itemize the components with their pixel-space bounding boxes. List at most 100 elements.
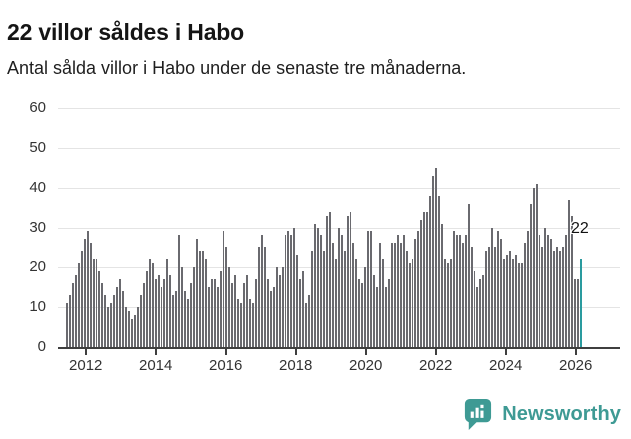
bar (559, 251, 562, 347)
bar (296, 255, 299, 347)
bar (503, 259, 506, 347)
bar (77, 263, 80, 347)
bar (95, 259, 98, 347)
bar (541, 247, 544, 347)
bar (429, 195, 432, 347)
bar (257, 247, 260, 347)
bar (387, 279, 390, 347)
bar (467, 203, 470, 347)
bar (399, 243, 402, 347)
newsworthy-logo[interactable]: Newsworthy (462, 397, 621, 431)
bar (328, 211, 331, 347)
bar (396, 235, 399, 347)
bar (157, 275, 160, 347)
bar (275, 267, 278, 347)
bar (272, 287, 275, 347)
bar (184, 291, 187, 347)
bar (573, 279, 576, 347)
x-axis-tick (224, 349, 227, 355)
bar (331, 243, 334, 347)
bar (163, 279, 166, 347)
bar (379, 243, 381, 347)
bar (373, 275, 376, 347)
bar (473, 271, 476, 347)
x-axis-label: 2024 (489, 357, 523, 374)
bar (420, 219, 423, 347)
bar (142, 283, 145, 347)
bar (476, 287, 479, 347)
bar (346, 215, 349, 347)
bar (175, 291, 178, 347)
bar (529, 203, 532, 347)
bar (370, 231, 373, 347)
bar (364, 267, 367, 347)
bar (565, 235, 568, 347)
bar (136, 307, 139, 347)
bar (130, 319, 133, 347)
x-axis-label: 2012 (69, 357, 103, 374)
bar (263, 247, 266, 347)
bar (74, 275, 77, 347)
bar (237, 299, 240, 347)
bar (281, 267, 284, 347)
bar (92, 259, 95, 347)
y-axis-label: 0 (37, 338, 46, 355)
bar (500, 239, 503, 347)
bar (402, 235, 405, 347)
bar (178, 235, 181, 347)
bar (86, 231, 89, 347)
x-axis-label: 2016 (209, 357, 243, 374)
bar (151, 263, 154, 347)
bar (535, 183, 538, 347)
bar (488, 247, 491, 347)
bar (358, 279, 361, 347)
bar (452, 231, 455, 347)
x-axis-tick (364, 349, 367, 355)
bar (411, 259, 414, 347)
bar (367, 231, 370, 347)
bar (417, 231, 420, 347)
bar (485, 251, 488, 347)
bar (390, 243, 393, 347)
bar (66, 303, 68, 347)
bar (80, 251, 83, 347)
bar (511, 259, 514, 347)
x-axis-label: 2014 (139, 357, 173, 374)
bar (219, 271, 222, 347)
bar (210, 279, 213, 347)
bar (355, 259, 358, 347)
bar (337, 227, 340, 347)
plot-area: 2012 2014 2016 2018 2020 2022 2024 2026 22 (58, 108, 620, 374)
speech-bubble-bar-chart-icon (465, 398, 492, 430)
gridline (58, 108, 620, 109)
latest-value-annotation: 22 (571, 220, 589, 237)
bar (287, 231, 290, 347)
x-axis-tick (84, 349, 87, 355)
bar (290, 235, 293, 347)
bar (148, 259, 151, 347)
bar (204, 259, 207, 347)
bar (520, 263, 523, 347)
bar (83, 239, 86, 347)
bar (113, 295, 116, 347)
bar (207, 287, 210, 347)
bar (514, 255, 517, 347)
bar (228, 267, 231, 347)
x-axis-tick (574, 349, 577, 355)
bar (216, 287, 219, 347)
bar (393, 243, 396, 347)
bar (334, 259, 337, 347)
bar (414, 239, 417, 347)
bar (523, 243, 526, 347)
bar (349, 211, 352, 347)
bar (125, 307, 128, 347)
bar (240, 303, 243, 347)
y-axis-label: 50 (29, 138, 46, 156)
bar (405, 251, 408, 347)
bar (381, 259, 384, 347)
bar (497, 231, 500, 347)
x-axis-label: 2026 (559, 357, 593, 374)
bar (213, 279, 216, 347)
bar (438, 195, 441, 347)
bar (222, 231, 225, 347)
